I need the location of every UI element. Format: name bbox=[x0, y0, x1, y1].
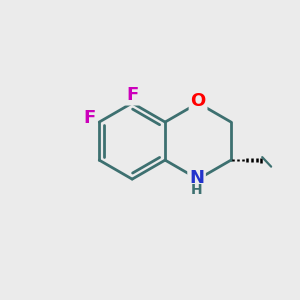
Text: F: F bbox=[84, 110, 96, 128]
Text: H: H bbox=[191, 183, 203, 197]
Text: F: F bbox=[126, 86, 138, 104]
Text: O: O bbox=[190, 92, 206, 110]
Text: N: N bbox=[189, 169, 204, 187]
